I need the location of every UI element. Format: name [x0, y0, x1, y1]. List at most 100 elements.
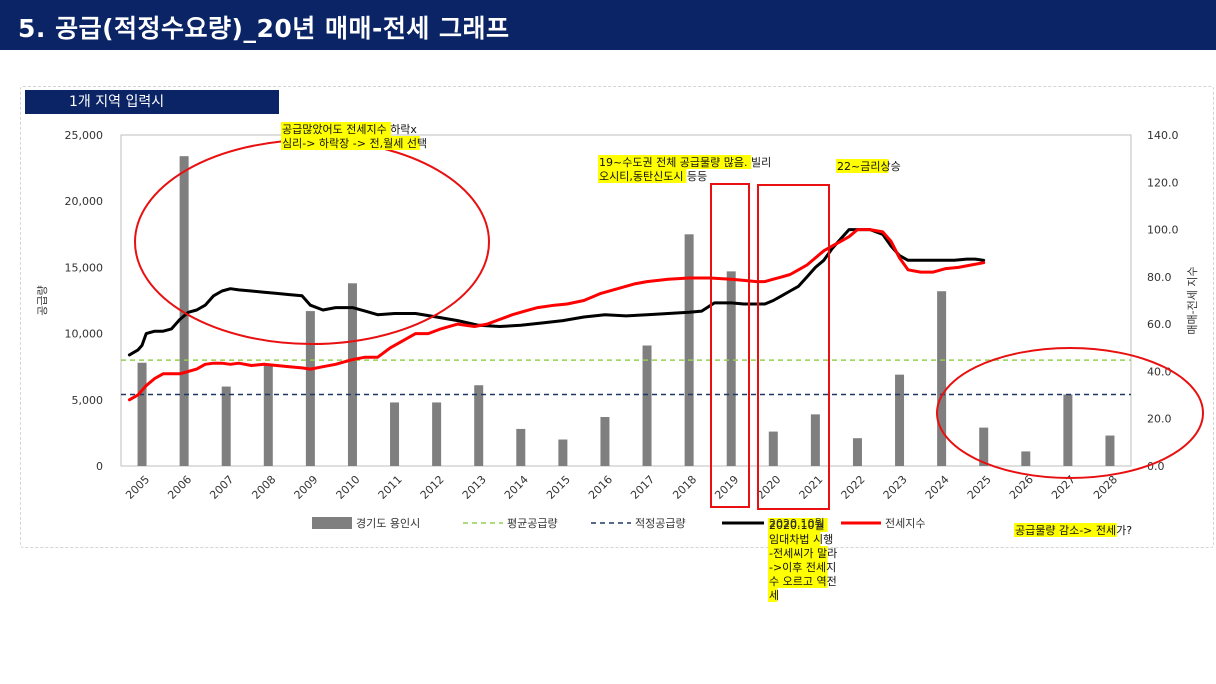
legend-swatch-bar	[312, 517, 352, 529]
annotation-note-highlight	[836, 159, 889, 173]
bar-supply	[347, 283, 357, 466]
annotation-note-highlight	[598, 155, 752, 169]
x-axis-tick-label: 2014	[502, 473, 531, 502]
x-axis-tick-label: 2021	[797, 473, 826, 502]
annotation-note-text: 2020.10월	[769, 519, 825, 532]
bar-supply	[979, 427, 989, 466]
x-axis-tick-label: 2017	[628, 473, 657, 502]
x-axis-tick-label: 2005	[123, 473, 152, 502]
right-axis-title: 매매-전세 지수	[1186, 266, 1199, 334]
chart-frame	[20, 86, 1214, 548]
annotation-note-highlight	[768, 532, 821, 546]
annotation-note-highlight	[1014, 523, 1117, 537]
x-axis-tick-label: 2015	[544, 473, 573, 502]
bar-supply	[221, 386, 231, 466]
x-axis-tick-label: 2012	[418, 473, 447, 502]
bar-supply	[474, 385, 484, 466]
right-axis-tick-label: 80.0	[1147, 271, 1172, 284]
right-axis-tick-label: 40.0	[1147, 365, 1172, 378]
x-axis-tick-label: 2018	[670, 473, 699, 502]
right-axis-tick-label: 120.0	[1147, 176, 1179, 189]
bar-supply	[726, 271, 736, 466]
legend-label-avg: 평균공급량	[507, 517, 558, 530]
x-axis-tick-label: 2019	[712, 473, 741, 502]
annotation-note-text: 세	[769, 589, 779, 602]
jeonse-index-line	[127, 228, 986, 402]
annotation-ellipse-future	[936, 347, 1204, 479]
x-axis-tick-label: 2016	[586, 473, 615, 502]
left-axis-title: 공급량	[36, 285, 49, 315]
bar-supply	[642, 345, 652, 466]
bar-supply	[768, 431, 778, 466]
bar-supply	[1021, 451, 1031, 466]
plot-area	[120, 134, 1132, 467]
right-axis-tick-label: 140.0	[1147, 129, 1179, 142]
bar-supply	[179, 156, 189, 466]
x-axis-tick-label: 2011	[376, 473, 405, 502]
x-axis-tick-label: 2024	[923, 473, 952, 502]
annotation-note-text: 공급물량 감소-> 전세가?	[1015, 524, 1132, 537]
x-axis-tick-label: 2006	[165, 473, 194, 502]
annotation-note-text: 수 오르고 역전	[769, 575, 837, 588]
x-axis-tick-label: 2010	[334, 473, 363, 502]
annotation-note-text: 심리-> 하락장 -> 전,월세 선택	[282, 136, 427, 150]
trade-index-line	[127, 228, 986, 357]
left-axis-tick-label: 20,000	[65, 195, 104, 208]
annotation-note-highlight	[768, 588, 778, 602]
x-axis-tick-label: 2022	[839, 473, 868, 502]
annotation-note-text: 오시티,동탄신도시 등등	[599, 170, 707, 183]
left-axis-tick-label: 10,000	[65, 328, 104, 341]
right-axis-tick-label: 0.0	[1147, 460, 1165, 473]
annotation-box-2019	[710, 183, 750, 508]
annotation-note-text: -전세씨가 말라	[769, 547, 837, 560]
annotation-note-text: 임대차법 시행	[769, 533, 833, 546]
left-axis-tick-label: 25,000	[65, 129, 104, 142]
bar-supply	[432, 402, 442, 466]
legend-label-proper: 적정공급량	[635, 517, 686, 530]
legend-label-trade: 2020.10월	[769, 517, 825, 530]
legend-label-bar: 경기도 용인시	[356, 517, 420, 530]
bar-supply	[1105, 435, 1115, 466]
bar-supply	[137, 362, 147, 466]
bar-supply	[600, 417, 610, 466]
annotation-note-text: 22~금리상승	[837, 160, 901, 173]
left-axis-tick-label: 0	[96, 460, 103, 473]
bar-supply	[305, 311, 315, 466]
x-axis-tick-label: 2025	[965, 473, 994, 502]
annotation-note-text: 19~수도권 전체 공급물량 많음. 빌리	[599, 156, 771, 169]
right-axis-tick-label: 100.0	[1147, 224, 1179, 237]
annotation-note-text: ->이후 전세지	[769, 561, 836, 574]
annotation-note-highlight	[281, 136, 420, 150]
x-axis-tick-label: 2013	[460, 473, 489, 502]
bar-supply	[516, 428, 526, 466]
annotation-box-2020-2021	[757, 184, 830, 510]
annotation-note-highlight	[768, 574, 828, 588]
annotation-note-highlight	[598, 169, 687, 183]
annotation-note-highlight	[768, 518, 828, 532]
x-axis-tick-label: 2023	[881, 473, 910, 502]
left-axis-tick-label: 15,000	[65, 261, 104, 274]
bar-supply	[390, 402, 400, 466]
annotation-note-highlight	[768, 560, 828, 574]
page-title: 5. 공급(적정수요량)_20년 매매-전세 그래프	[18, 14, 510, 43]
bar-supply	[1063, 394, 1073, 466]
annotation-note-highlight	[768, 546, 828, 560]
x-axis-tick-label: 2009	[292, 473, 321, 502]
bar-supply	[684, 234, 694, 466]
bar-supply	[263, 365, 273, 466]
x-axis-tick-label: 2026	[1007, 473, 1036, 502]
x-axis-tick-label: 2007	[207, 473, 236, 502]
left-axis-tick-label: 5,000	[72, 394, 104, 407]
annotation-note-highlight	[281, 122, 391, 136]
right-axis-tick-label: 20.0	[1147, 413, 1172, 426]
bar-supply	[937, 291, 947, 466]
right-axis-tick-label: 60.0	[1147, 318, 1172, 331]
title-banner: 5. 공급(적정수요량)_20년 매매-전세 그래프	[0, 0, 1216, 50]
bar-supply	[895, 374, 905, 466]
x-axis-tick-label: 2008	[249, 473, 278, 502]
region-label: 1개 지역 입력시	[25, 90, 279, 114]
bar-supply	[810, 414, 820, 466]
bar-supply	[852, 438, 862, 466]
legend-label-jeonse: 전세지수	[885, 517, 925, 530]
